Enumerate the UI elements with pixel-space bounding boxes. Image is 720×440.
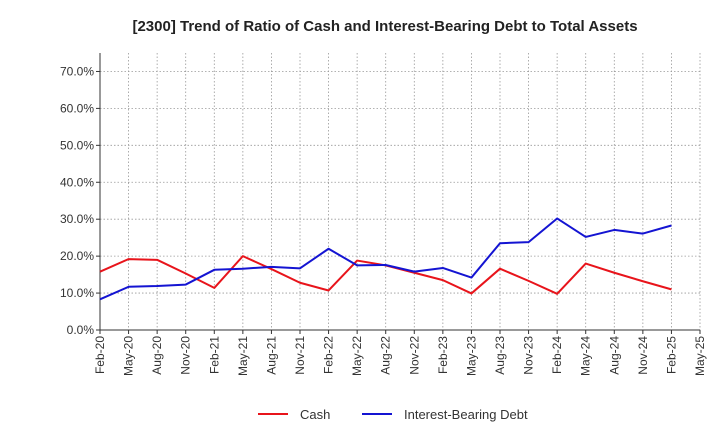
y-tick-label: 40.0%	[60, 175, 94, 189]
axes: 0.0% 10.0% 20.0% 30.0% 40.0% 50.0% 60.0% 70.0% F…	[60, 53, 707, 376]
chart-title: [2300] Trend of Ratio of Cash and Intere…	[132, 18, 637, 35]
x-tick-label: Feb-25	[664, 336, 678, 374]
x-tick-label: Feb-24	[550, 336, 564, 374]
x-tick-label: Nov-22	[407, 336, 421, 375]
x-tick-label: Nov-21	[293, 336, 307, 375]
x-tick-label: May-22	[350, 336, 364, 376]
series-line-interest-bearing-debt	[99, 217, 672, 301]
y-tick-label: 60.0%	[60, 101, 94, 115]
x-tick-label: Aug-20	[150, 336, 164, 375]
x-tick-label: Aug-24	[607, 336, 621, 375]
x-tick-label: Nov-23	[522, 336, 536, 375]
x-tick-label: May-25	[693, 336, 707, 376]
y-tick-label: 0.0%	[67, 323, 95, 337]
x-tick-label: Aug-23	[493, 336, 507, 375]
x-tick-label: Aug-21	[264, 336, 278, 375]
x-tick-label: Feb-23	[436, 336, 450, 374]
grid	[100, 53, 701, 330]
x-tick-label: May-20	[122, 336, 136, 376]
x-tick-label: May-24	[579, 336, 593, 376]
x-tick-label: Nov-20	[179, 336, 193, 375]
y-tick-label: 20.0%	[60, 249, 94, 263]
plot-area	[100, 53, 700, 330]
x-tick-label: Nov-24	[636, 336, 650, 375]
x-tick-label: Aug-22	[379, 336, 393, 375]
legend-label: Interest-Bearing Debt	[404, 407, 528, 422]
y-tick-label: 30.0%	[60, 212, 94, 226]
x-tick-label: Feb-20	[93, 336, 107, 374]
y-tick-label: 70.0%	[60, 64, 94, 78]
x-tick-label: Feb-22	[322, 336, 336, 374]
y-tick-label: 50.0%	[60, 138, 94, 152]
legend-label: Cash	[300, 407, 330, 422]
x-tick-label: May-21	[236, 336, 250, 376]
x-tick-label: Feb-21	[207, 336, 221, 374]
legend: Cash Interest-Bearing Debt	[258, 407, 528, 422]
x-tick-label: May-23	[464, 336, 478, 376]
y-tick-label: 10.0%	[60, 286, 94, 300]
series-layer	[99, 217, 672, 301]
